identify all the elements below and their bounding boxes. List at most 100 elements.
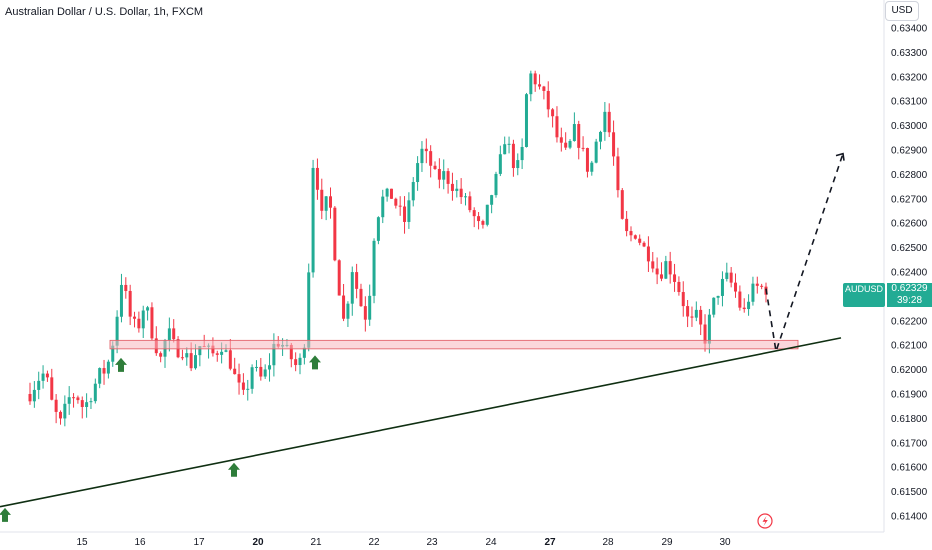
candle-body — [67, 397, 71, 404]
candle-body — [211, 345, 215, 354]
candle-body — [599, 131, 603, 142]
candle-body — [673, 274, 677, 282]
y-tick-label: 0.62000 — [891, 365, 928, 376]
x-tick-label: 28 — [602, 537, 614, 548]
candle-body — [355, 272, 359, 289]
candle-body — [137, 318, 141, 329]
candle-body — [111, 345, 115, 362]
candle-body — [328, 196, 332, 208]
candle-body — [516, 160, 520, 169]
candle-body — [54, 399, 58, 412]
candle-body — [106, 361, 110, 374]
projection-path[interactable] — [765, 153, 844, 352]
candle-body — [302, 347, 306, 358]
y-tick-label: 0.62900 — [891, 146, 928, 157]
candle-body — [442, 171, 446, 180]
candle-body — [394, 198, 398, 206]
candle-body — [193, 355, 197, 369]
candle-body — [80, 400, 84, 408]
candle-body — [32, 389, 36, 402]
x-tick-label: 20 — [252, 537, 264, 548]
y-tick-label: 0.63300 — [891, 48, 928, 59]
candle-body — [564, 142, 568, 148]
candle-body — [755, 283, 759, 286]
candle-body — [237, 374, 241, 383]
x-tick-label: 27 — [544, 537, 556, 548]
candle-body — [398, 205, 402, 207]
candle-body — [659, 274, 663, 279]
candle-body — [50, 377, 54, 400]
candle-body — [289, 344, 293, 360]
candle-body — [420, 148, 424, 164]
candle-body — [424, 148, 428, 152]
candle-body — [228, 350, 232, 369]
candle-body — [668, 261, 672, 275]
candle-body — [41, 373, 45, 381]
candle-body — [490, 195, 494, 205]
candle-body — [272, 343, 276, 366]
candle-body — [28, 394, 32, 402]
candle-body — [342, 295, 346, 319]
candle-body — [507, 143, 511, 145]
candlestick-series — [28, 70, 768, 427]
y-tick-label: 0.61600 — [891, 463, 928, 474]
candle-body — [268, 365, 272, 370]
candle-body — [363, 306, 367, 320]
candle-body — [703, 324, 707, 344]
candle-body — [311, 167, 315, 273]
ascending-trendline[interactable] — [0, 337, 842, 508]
y-tick-label: 0.61500 — [891, 487, 928, 498]
candle-body — [455, 188, 459, 191]
candle-body — [246, 388, 250, 390]
candle-body — [433, 165, 437, 169]
currency-button[interactable]: USD — [885, 1, 919, 21]
candle-body — [594, 141, 598, 163]
candle-body — [729, 272, 733, 283]
time-axis[interactable]: 15 16 17 20 21 22 23 24 27 28 29 30 — [76, 537, 731, 548]
chart-title: Australian Dollar / U.S. Dollar, 1h, FXC… — [5, 6, 203, 18]
candle-body — [577, 124, 581, 148]
candle-body — [529, 73, 533, 95]
candle-body — [720, 278, 724, 296]
x-tick-label: 15 — [76, 537, 88, 548]
support-zone[interactable] — [109, 339, 799, 350]
candle-body — [481, 221, 485, 225]
candle-body — [472, 210, 476, 217]
y-tick-label: 0.62600 — [891, 219, 928, 230]
candle-body — [385, 188, 389, 197]
candle-body — [468, 196, 472, 211]
candle-body — [403, 206, 407, 222]
price-axis[interactable]: 0.63400 0.63300 0.63200 0.63100 0.63000 0.629… — [891, 24, 928, 523]
candle-body — [307, 272, 311, 348]
candle-body — [681, 292, 685, 307]
candle-body — [464, 196, 468, 198]
candle-body — [559, 137, 563, 143]
candle-body — [734, 282, 738, 292]
candle-body — [633, 235, 637, 239]
candle-body — [524, 94, 528, 147]
candle-body — [725, 272, 729, 279]
candle-body — [607, 111, 611, 133]
candle-body — [742, 307, 746, 310]
candle-body — [546, 90, 550, 110]
candle-body — [93, 383, 97, 402]
candle-body — [603, 111, 607, 132]
candle-body — [141, 310, 145, 329]
candle-body — [102, 368, 106, 374]
candle-body — [124, 284, 128, 291]
x-tick-label: 30 — [719, 537, 731, 548]
tradingview-logo-icon[interactable] — [757, 513, 773, 529]
up-arrow-icon — [0, 507, 11, 522]
candle-body — [133, 316, 137, 319]
candle-body — [716, 295, 720, 298]
candle-body — [625, 218, 629, 232]
y-tick-label: 0.63400 — [891, 24, 928, 35]
candle-body — [686, 306, 690, 317]
up-arrow-icon — [115, 357, 127, 372]
up-arrow-icon — [309, 355, 321, 370]
y-tick-label: 0.61700 — [891, 438, 928, 449]
projection-arrowhead — [835, 152, 845, 161]
candle-body — [128, 290, 132, 317]
y-tick-label: 0.62700 — [891, 194, 928, 205]
